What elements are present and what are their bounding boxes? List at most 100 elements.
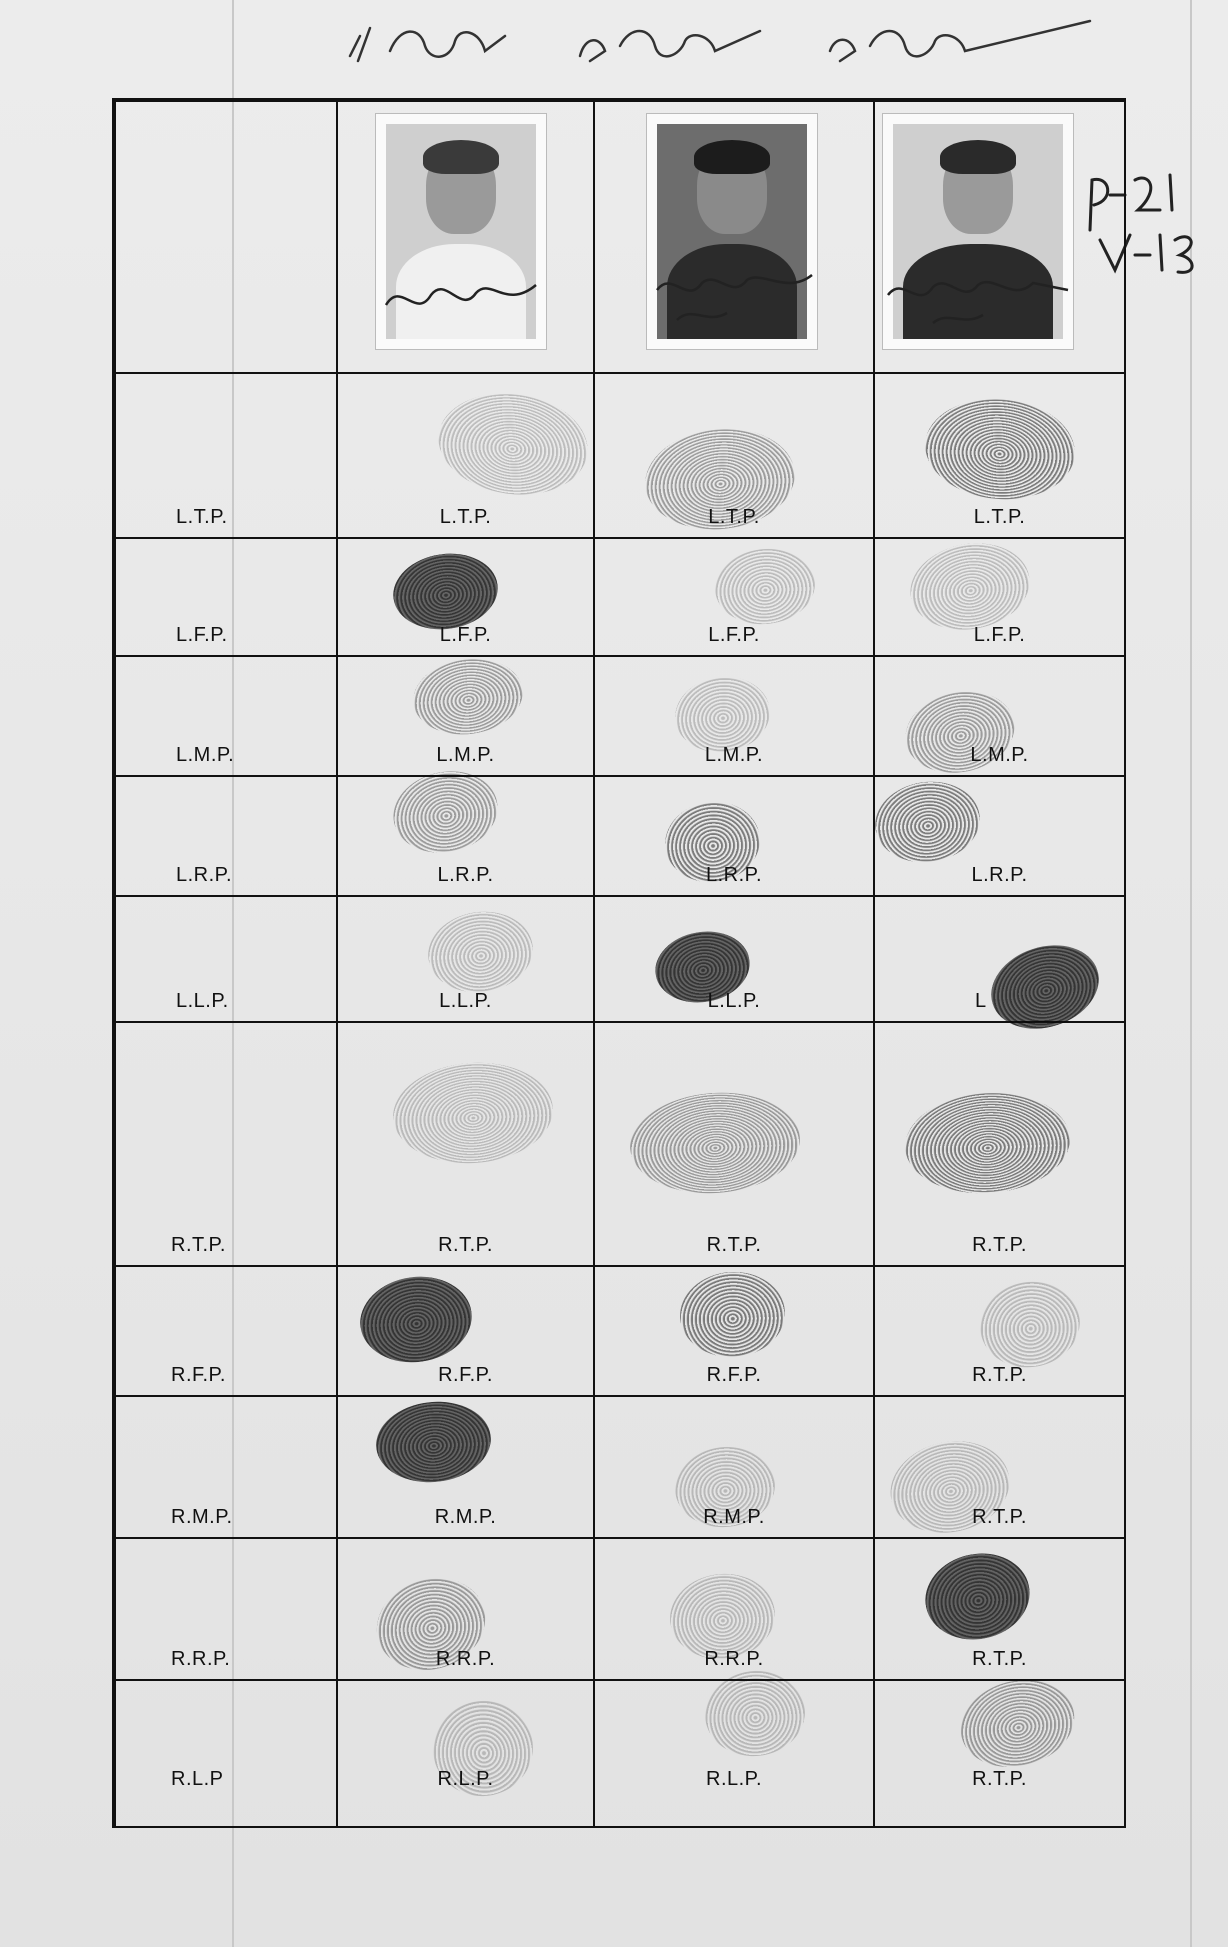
- row-label: R.L.P: [171, 1768, 224, 1790]
- cell-label: L.R.P.: [437, 864, 494, 886]
- fingerprint-impression: [354, 1269, 478, 1370]
- row-label-cell: L.R.P.: [114, 775, 338, 897]
- finger-row: L.T.P. L.T.P. L.T.P. L.T.P.: [114, 372, 1126, 539]
- person-photo-2: [647, 114, 817, 349]
- row-label: R.F.P.: [171, 1364, 226, 1386]
- photo-signature-3: [883, 265, 1073, 335]
- print-cell: R.F.P.: [336, 1265, 595, 1397]
- row-label-cell: R.R.P.: [114, 1537, 338, 1681]
- print-cell: L.R.P.: [336, 761, 595, 897]
- person-photo-1: [376, 114, 546, 349]
- photo-cell-1: [336, 100, 595, 374]
- fingerprint-impression: [973, 1273, 1087, 1376]
- finger-row: R.T.P. R.T.P. R.T.P. R.T.P.: [114, 1021, 1126, 1267]
- row-label-cell: R.F.P.: [114, 1265, 338, 1397]
- finger-row: R.R.P. R.R.P. R.R.P. R.T.P.: [114, 1537, 1126, 1684]
- cell-label: R.R.P.: [435, 1648, 496, 1670]
- photo-cell-2: [593, 100, 875, 374]
- fingerprint-impression: [388, 547, 503, 636]
- cell-label: R.M.P.: [434, 1506, 497, 1528]
- row-label: L.F.P.: [176, 624, 228, 646]
- cell-label: R.R.P.: [704, 1648, 764, 1670]
- print-cell: L.L.P.: [336, 895, 595, 1023]
- row-label: R.R.P.: [171, 1648, 231, 1670]
- print-cell: R.T.P.: [873, 1265, 1126, 1397]
- cell-label: R.T.P.: [706, 1234, 762, 1256]
- cell-label: L.F.P.: [973, 624, 1026, 646]
- cell-label: R.T.P.: [972, 1768, 1027, 1790]
- fingerprint-impression: [917, 1544, 1038, 1649]
- cell-label: L.T.P.: [708, 506, 760, 528]
- fingerprint-impression: [901, 1087, 1074, 1199]
- print-cell: L.M.P.: [593, 655, 875, 777]
- fingerprint-impression: [431, 384, 595, 504]
- fingerprint-impression: [626, 1087, 804, 1199]
- row-label-cell: L.L.P.: [114, 895, 338, 1023]
- finger-row: R.L.P R.L.P. R.L.P. R.T.P.: [114, 1666, 1126, 1828]
- row-label-cell: R.L.P: [114, 1679, 338, 1828]
- finger-row: R.F.P. R.F.P. R.F.P. R.T.P.: [114, 1265, 1126, 1397]
- print-cell: R.T.P.: [593, 1021, 875, 1267]
- cell-label: L.M.P.: [970, 744, 1029, 766]
- fingerprint-impression: [677, 1268, 788, 1361]
- cell-label: R.L.P.: [706, 1768, 762, 1790]
- print-cell: R.M.P.: [593, 1395, 875, 1539]
- row-label-cell: R.M.P.: [114, 1395, 338, 1539]
- cell-label: L.T.P.: [973, 506, 1026, 528]
- finger-row: R.M.P. R.M.P. R.M.P. R.T.P.: [114, 1395, 1126, 1544]
- fingerprint-impression: [711, 543, 819, 630]
- fingerprint-impression: [385, 761, 506, 863]
- photo-signature-2: [647, 265, 817, 335]
- cell-label: L.F.P.: [439, 624, 492, 646]
- print-cell: L.F.P.: [593, 537, 875, 657]
- cell-label: R.M.P.: [703, 1506, 765, 1528]
- row-label-cell: R.T.P.: [114, 1021, 338, 1267]
- cell-label: R.T.P.: [972, 1506, 1027, 1528]
- row-label: L.M.P.: [176, 744, 235, 766]
- row-label: R.M.P.: [171, 1506, 233, 1528]
- photo-signature-1: [376, 265, 546, 335]
- fingerprint-impression: [422, 905, 539, 999]
- finger-row: L.F.P. L.F.P. L.F.P. L.F.P.: [114, 534, 1126, 657]
- row-label: L.T.P.: [176, 506, 228, 528]
- handwritten-column-headings: [330, 6, 1110, 86]
- cell-label: L.R.P.: [971, 864, 1028, 886]
- print-cell: R.L.P.: [336, 1679, 595, 1828]
- print-cell: R.L.P.: [593, 1666, 875, 1828]
- print-cell: R.T.P.: [873, 1395, 1126, 1544]
- finger-row: L.L.P. L.L.P. L.L.P. L: [114, 895, 1126, 1043]
- fingerprint-impression: [897, 681, 1023, 783]
- cell-label: L.M.P.: [436, 744, 495, 766]
- cell-label: R.T.P.: [972, 1234, 1027, 1256]
- cell-label: R.F.P.: [706, 1364, 762, 1386]
- fingerprint-impression: [869, 775, 986, 869]
- fingerprint-impression: [408, 651, 528, 742]
- cell-label: R.T.P.: [438, 1234, 493, 1256]
- print-cell: L.F.P.: [336, 537, 595, 657]
- print-cell: R.T.P.: [336, 1021, 595, 1267]
- fingerprint-impression: [372, 1396, 495, 1488]
- fingerprint-impression: [700, 1666, 810, 1761]
- finger-row: L.M.P. L.M.P. L.M.P. L.M.P.: [114, 651, 1126, 783]
- cell-label: R.T.P.: [972, 1364, 1027, 1386]
- print-cell: L.L.P.: [593, 895, 875, 1023]
- cell-label: L: [975, 990, 987, 1012]
- fingerprint-impression: [389, 1057, 557, 1169]
- cell-label: R.T.P.: [972, 1648, 1027, 1670]
- row-label-cell: L.M.P.: [114, 655, 338, 777]
- print-cell: L.T.P.: [873, 372, 1126, 539]
- print-cell: R.T.P.: [873, 1021, 1126, 1267]
- row-label-cell: L.F.P.: [114, 537, 338, 657]
- photo-row: [114, 100, 1126, 374]
- print-cell: L.M.P.: [873, 655, 1126, 783]
- cell-label: L.T.P.: [439, 506, 492, 528]
- fingerprint-sheet: L.T.P. L.T.P. L.T.P. L.T.P. L.F.P. L.F.P…: [112, 98, 1126, 1828]
- cell-label: L.F.P.: [708, 624, 760, 646]
- print-cell: R.M.P.: [336, 1395, 595, 1539]
- print-cell: R.F.P.: [593, 1265, 875, 1397]
- print-cell: L.M.P.: [336, 651, 595, 777]
- row-label-cell: L.T.P.: [114, 372, 338, 539]
- print-cell: L.R.P.: [869, 775, 1126, 897]
- fingerprint-impression: [951, 1668, 1084, 1779]
